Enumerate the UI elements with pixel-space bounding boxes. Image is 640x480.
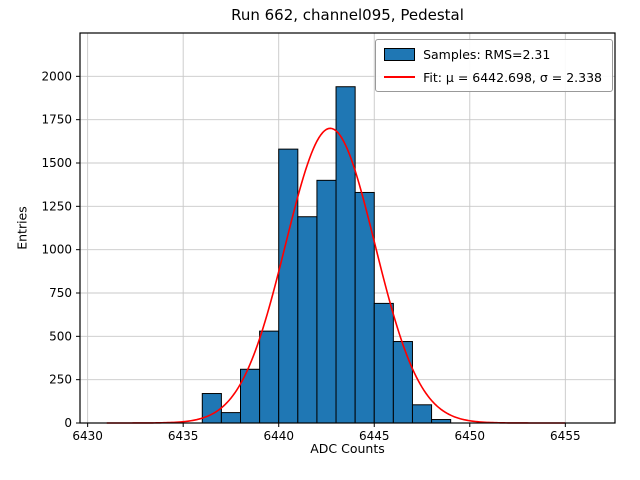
legend-label-fit: Fit: μ = 6442.698, σ = 2.338 [423, 69, 602, 85]
x-tick-label: 6440 [263, 429, 294, 443]
histogram-bar [220, 412, 241, 424]
histogram-bar [411, 404, 433, 424]
y-tick-label: 2000 [41, 69, 72, 83]
y-tick-label: 250 [49, 373, 72, 387]
y-tick-label: 1500 [41, 156, 72, 170]
histogram-bar [373, 302, 394, 424]
y-tick-label: 1750 [41, 113, 72, 127]
x-tick-label: 6455 [550, 429, 581, 443]
y-tick-label: 750 [49, 286, 72, 300]
histogram-bar [278, 148, 299, 424]
x-tick-label: 6435 [168, 429, 199, 443]
fit-line-swatch [384, 76, 416, 78]
histogram-bar [335, 86, 356, 424]
chart-title: Run 662, channel095, Pedestal [231, 6, 464, 24]
legend: Samples: RMS=2.31 Fit: μ = 6442.698, σ =… [375, 39, 613, 92]
histogram-bar [392, 341, 413, 424]
legend-entry-samples: Samples: RMS=2.31 [384, 46, 602, 62]
x-tick-label: 6445 [359, 429, 390, 443]
histogram-bar [201, 393, 222, 424]
y-tick-label: 0 [64, 416, 72, 430]
legend-entry-fit: Fit: μ = 6442.698, σ = 2.338 [384, 69, 602, 85]
legend-label-samples: Samples: RMS=2.31 [423, 46, 551, 62]
x-axis-label: ADC Counts [310, 441, 385, 456]
x-tick-label: 6430 [72, 429, 103, 443]
plot-border [79, 32, 616, 424]
histogram-bar [297, 216, 318, 424]
y-axis-label: Entries [14, 206, 30, 250]
y-tick-label: 500 [49, 329, 72, 343]
histogram-bar [259, 330, 280, 424]
y-tick-label: 1250 [41, 199, 72, 213]
y-tick-label: 1000 [41, 243, 72, 257]
histogram-bar [316, 179, 337, 424]
x-tick-label: 6450 [455, 429, 486, 443]
histogram-swatch [384, 47, 416, 61]
